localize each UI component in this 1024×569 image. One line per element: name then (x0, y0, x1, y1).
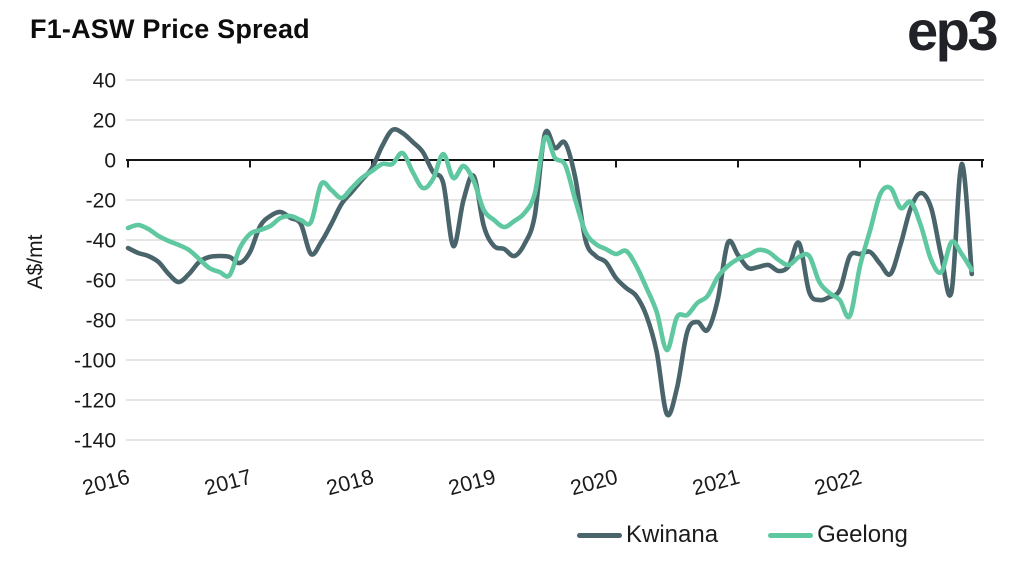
geelong-line-swatch (768, 532, 814, 538)
geelong-legend-label: Geelong (817, 521, 908, 548)
y-axis-label: A$/mt (24, 234, 47, 289)
kwinana-series-line (125, 126, 975, 418)
ep3-logo: ep3 (907, 0, 999, 62)
y-tick-label: -60 (86, 270, 116, 293)
y-tick-label: -20 (86, 190, 116, 213)
y-tick-label: -120 (74, 390, 116, 413)
kwinana-legend-label: Kwinana (626, 521, 719, 548)
y-tick-label: 0 (104, 150, 116, 173)
legend-item-kwinana: Kwinana (577, 521, 718, 549)
geelong-series-line (125, 134, 975, 353)
y-tick-label: 20 (93, 110, 116, 133)
x-tick-label: 2017 (202, 465, 254, 501)
y-tick-label: -40 (86, 230, 116, 253)
x-tick-label: 2019 (446, 465, 498, 501)
y-tick-label: -140 (74, 430, 116, 453)
y-tick-label: 40 (93, 70, 116, 93)
x-tick-label: 2018 (324, 465, 376, 501)
y-tick-label: -100 (74, 350, 116, 373)
y-tick-label: -80 (86, 310, 116, 333)
x-tick-label: 2016 (80, 465, 132, 501)
x-tick-label: 2021 (690, 465, 742, 501)
x-tick-label: 2022 (812, 465, 864, 501)
kwinana-line-swatch (577, 532, 622, 538)
chart-title: F1-ASW Price Spread (30, 14, 310, 44)
legend: Kwinana Geelong (577, 521, 908, 549)
legend-item-geelong: Geelong (768, 521, 908, 549)
x-tick-label: 2020 (568, 465, 620, 501)
